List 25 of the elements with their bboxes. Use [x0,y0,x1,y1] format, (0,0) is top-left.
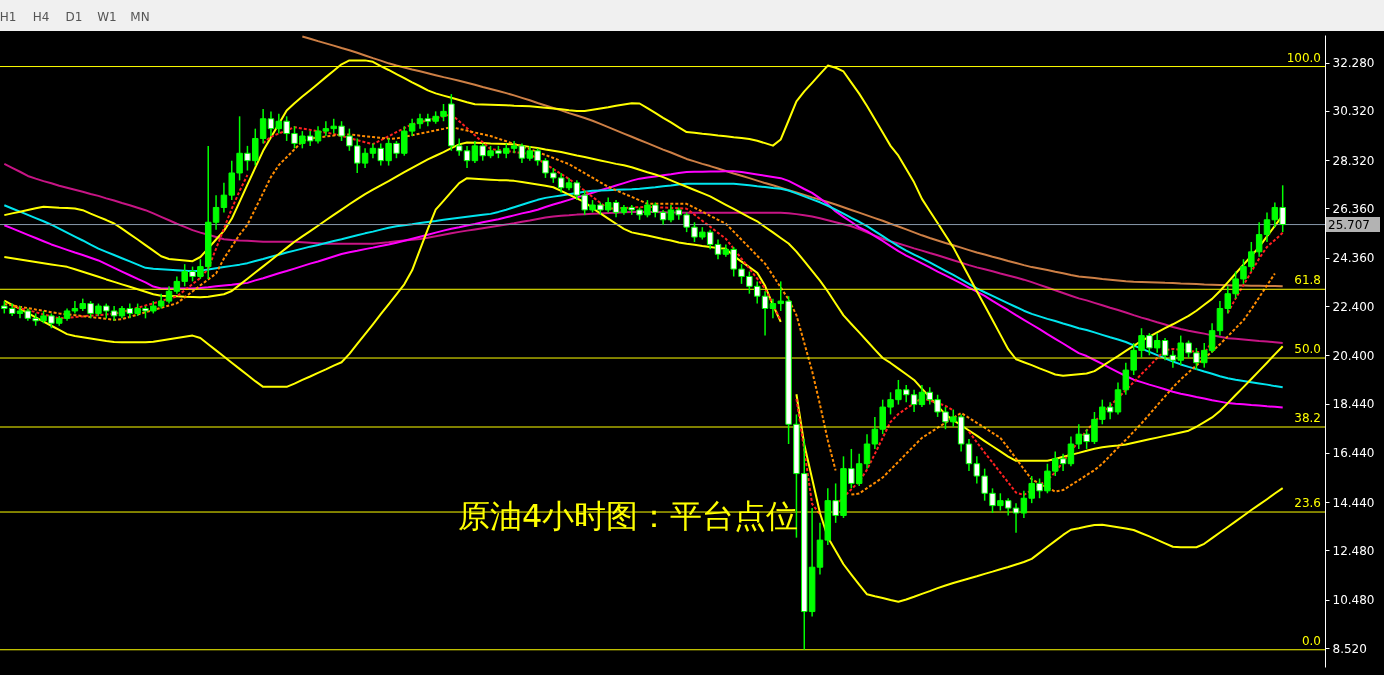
y-tick-label: 32.280 [1332,56,1375,71]
text: H4 [32,10,50,24]
y-tick-label: 30.320 [1332,104,1375,119]
y-tick-label: 10.480 [1332,593,1375,608]
y-tick-label: 24.360 [1332,251,1375,266]
y-tick-label: 28.320 [1332,153,1375,168]
annotation: 23.6 [1294,496,1321,511]
annotation: 38.2 [1294,411,1321,426]
y-tick-label: 8.520 [1332,641,1367,656]
annotation: 100.0 [1286,50,1321,65]
y-tick-label: 18.440 [1332,397,1375,412]
text: H1 [0,10,17,24]
annotation: 50.0 [1294,342,1321,357]
y-tick-label: 20.400 [1332,348,1375,363]
y-tick-label: 16.440 [1332,446,1375,461]
text: D1 [65,10,83,24]
annotation: 61.8 [1294,273,1321,288]
ref-line-label: 25.707 [1328,217,1370,232]
text: W1 [97,10,117,24]
y-tick-label: 12.480 [1332,543,1375,558]
annotation: 0.0 [1301,633,1321,648]
text: MN [130,10,150,24]
y-tick-label: 22.400 [1332,299,1375,314]
y-tick-label: 14.440 [1332,495,1375,510]
y-tick-label: 26.360 [1332,201,1375,216]
